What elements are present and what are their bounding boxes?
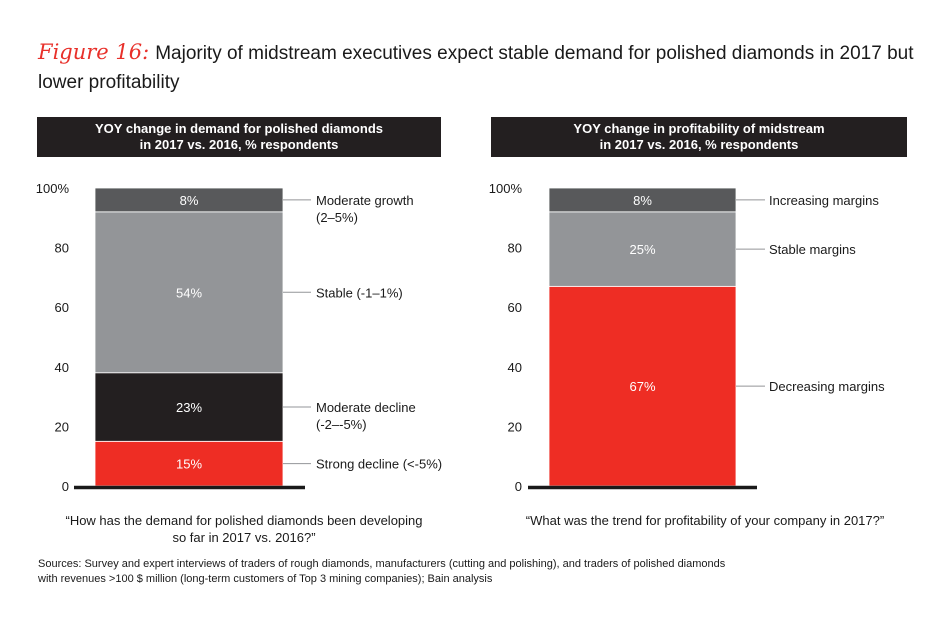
right-question-line-1: “What was the trend for profitability of…: [525, 513, 885, 528]
demand-data-label: 54%: [176, 285, 202, 300]
source-line-2: with revenues >100 $ million (long-term …: [38, 573, 493, 585]
figure-title-text: Majority of midstream executives expect …: [38, 43, 914, 93]
demand-legend-label-line: Moderate growth: [316, 193, 414, 208]
demand-data-label: 8%: [180, 193, 199, 208]
demand-ytick-label: 60: [55, 300, 69, 315]
left-question-line-2: so far in 2017 vs. 2016?”: [172, 530, 316, 545]
right-chart-header: YOY change in profitability of midstream…: [491, 117, 907, 157]
profitability-ytick-label: 80: [508, 241, 522, 256]
profitability-data-label: 25%: [629, 242, 655, 257]
figure-title: Figure 16: Majority of midstream executiv…: [38, 38, 928, 97]
left-chart-header: YOY change in demand for polished diamon…: [37, 117, 441, 157]
left-header-line-1: YOY change in demand for polished diamon…: [95, 121, 383, 136]
demand-ytick-label: 80: [55, 241, 69, 256]
demand-legend-label-line: (-2–-5%): [316, 417, 367, 432]
demand-data-label: 15%: [176, 457, 202, 472]
demand-bar-segment: [94, 211, 284, 374]
profitability-legend-label-line: Increasing margins: [769, 193, 879, 208]
demand-legend-label: Moderate growth (2–5%): [316, 193, 414, 225]
figure-label: Figure 16:: [38, 40, 150, 64]
demand-ytick-label: 0: [62, 479, 69, 494]
demand-legend-label: Strong decline (<-5%): [316, 457, 442, 472]
demand-legend-label-line: Strong decline (<-5%): [316, 457, 442, 472]
source-note: Sources: Survey and expert interviews of…: [38, 557, 918, 587]
demand-legend-label-line: Stable (-1–1%): [316, 285, 403, 300]
profitability-legend-label: Stable margins: [769, 242, 856, 257]
demand-chart: 0 20 40 60 80 100% 15% Strong decline (<-5%) 23%…: [36, 181, 442, 494]
profitability-data-label: 67%: [629, 379, 655, 394]
demand-legend-label-line: (2–5%): [316, 210, 358, 225]
profitability-ytick-label: 40: [508, 360, 522, 375]
profitability-legend-label-line: Stable margins: [769, 242, 856, 257]
demand-ytick-label: 40: [55, 360, 69, 375]
profitability-data-label: 8%: [633, 193, 652, 208]
demand-ytick-label: 20: [55, 419, 69, 434]
profitability-legend-label: Increasing margins: [769, 193, 879, 208]
demand-legend-label-line: Moderate decline: [316, 400, 416, 415]
profitability-legend-label: Decreasing margins: [769, 379, 885, 394]
demand-legend-label: Moderate decline (-2–-5%): [316, 400, 416, 432]
demand-bar-segment: [94, 372, 284, 442]
left-survey-question: “How has the demand for polished diamond…: [44, 512, 444, 546]
profitability-ytick-label: 0: [515, 479, 522, 494]
demand-data-label: 23%: [176, 400, 202, 415]
profitability-legend-label-line: Decreasing margins: [769, 379, 885, 394]
right-survey-question: “What was the trend for profitability of…: [500, 512, 910, 529]
profitability-chart: 0 20 40 60 80 100% 67% Decreasing margins 25% Sta…: [489, 181, 885, 494]
profitability-ytick-label: 100%: [489, 181, 523, 196]
source-line-1: Sources: Survey and expert interviews of…: [38, 558, 726, 570]
demand-legend-label: Stable (-1–1%): [316, 285, 403, 300]
right-header-line-1: YOY change in profitability of midstream: [573, 121, 825, 136]
profitability-bar-segment: [548, 211, 737, 287]
profitability-ytick-label: 20: [508, 419, 522, 434]
demand-ytick-label: 100%: [36, 181, 70, 196]
left-header-line-2: in 2017 vs. 2016, % respondents: [139, 137, 339, 152]
profitability-ytick-label: 60: [508, 300, 522, 315]
left-question-line-1: “How has the demand for polished diamond…: [65, 513, 423, 528]
right-header-line-2: in 2017 vs. 2016, % respondents: [599, 137, 799, 152]
